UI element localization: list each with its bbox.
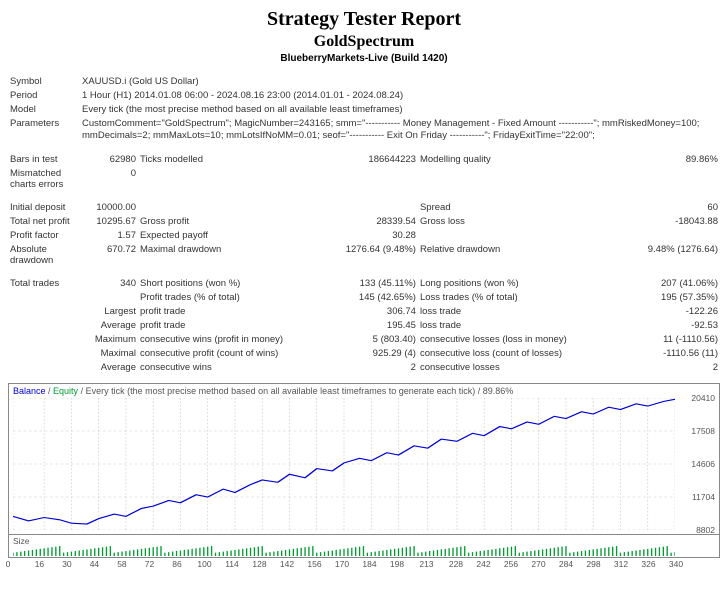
cell-label: Mismatched charts errors <box>8 167 80 192</box>
legend-balance: Balance <box>13 386 46 396</box>
row-profit-trades: Profit trades (% of total) 145 (42.65%) … <box>8 291 720 305</box>
cell-value: 670.72 <box>80 243 138 268</box>
cell-value: 2 <box>620 361 720 375</box>
chart-x-axis: 0163044587286100114128142156170184198213… <box>8 558 676 572</box>
cell-label: Total trades <box>8 277 80 291</box>
row-mismatch: Mismatched charts errors 0 <box>8 167 720 192</box>
report-title: Strategy Tester Report <box>8 8 720 31</box>
row-average: Average profit trade 195.45 loss trade -… <box>8 319 720 333</box>
cell-value: 11 (-1110.56) <box>620 333 720 347</box>
cell-label: Short positions (won %) <box>138 277 340 291</box>
cell-label: Largest <box>80 305 138 319</box>
cell-value: 1276.64 (9.48%) <box>340 243 418 268</box>
cell-value: 0 <box>80 167 138 192</box>
cell-label: Spread <box>418 201 620 215</box>
chart-y-axis: 880211704146061750820410 <box>677 398 717 530</box>
cell-label: Maximal drawdown <box>138 243 340 268</box>
cell-value: 195 (57.35%) <box>620 291 720 305</box>
cell-label: Profit factor <box>8 229 80 243</box>
row-profitfactor: Profit factor 1.57 Expected payoff 30.28 <box>8 229 720 243</box>
cell-value: 89.86% <box>620 153 720 167</box>
cell-label: Maximal <box>80 347 138 361</box>
cell-label: Gross profit <box>138 215 340 229</box>
cell-value: 1.57 <box>80 229 138 243</box>
cell-label: consecutive losses <box>418 361 620 375</box>
cell-label: profit trade <box>138 319 340 333</box>
cell-label: consecutive profit (count of wins) <box>138 347 340 361</box>
cell-value: 10000.00 <box>80 201 138 215</box>
cell-value: -122.26 <box>620 305 720 319</box>
balance-equity-chart: Balance / Equity / Every tick (the most … <box>8 383 720 535</box>
row-largest: Largest profit trade 306.74 loss trade -… <box>8 305 720 319</box>
parameters-table: Symbol XAUUSD.i (Gold US Dollar) Period … <box>8 74 720 375</box>
row-totaltrades: Total trades 340 Short positions (won %)… <box>8 277 720 291</box>
cell-value: 195.45 <box>340 319 418 333</box>
cell-value: 186644223 <box>340 153 418 167</box>
period-label: Period <box>8 88 80 102</box>
row-avg-consec: Average consecutive wins 2 consecutive l… <box>8 361 720 375</box>
cell-label: Average <box>80 319 138 333</box>
cell-label: Loss trades (% of total) <box>418 291 620 305</box>
cell-label: Gross loss <box>418 215 620 229</box>
cell-label: consecutive wins <box>138 361 340 375</box>
cell-label: profit trade <box>138 305 340 319</box>
row-netprofit: Total net profit 10295.67 Gross profit 2… <box>8 215 720 229</box>
cell-value: -92.53 <box>620 319 720 333</box>
cell-label: Average <box>80 361 138 375</box>
cell-value: 145 (42.65%) <box>340 291 418 305</box>
cell-label: Relative drawdown <box>418 243 620 268</box>
row-max-consec-wins: Maximum consecutive wins (profit in mone… <box>8 333 720 347</box>
cell-value: 30.28 <box>340 229 418 243</box>
cell-label: consecutive loss (count of losses) <box>418 347 620 361</box>
cell-label: Total net profit <box>8 215 80 229</box>
row-drawdown: Absolute drawdown 670.72 Maximal drawdow… <box>8 243 720 268</box>
cell-label: Long positions (won %) <box>418 277 620 291</box>
cell-value: 2 <box>340 361 418 375</box>
cell-label: loss trade <box>418 305 620 319</box>
cell-label: Initial deposit <box>8 201 80 215</box>
legend-equity: Equity <box>53 386 78 396</box>
cell-value: 5 (803.40) <box>340 333 418 347</box>
row-deposit: Initial deposit 10000.00 Spread 60 <box>8 201 720 215</box>
cell-value: 340 <box>80 277 138 291</box>
cell-value: -1110.56 (11) <box>620 347 720 361</box>
legend-suffix: / Every tick (the most precise method ba… <box>78 386 513 396</box>
row-maximal-consec: Maximal consecutive profit (count of win… <box>8 347 720 361</box>
symbol-label: Symbol <box>8 74 80 88</box>
cell-label: Ticks modelled <box>138 153 340 167</box>
cell-label: consecutive wins (profit in money) <box>138 333 340 347</box>
chart-legend: Balance / Equity / Every tick (the most … <box>13 386 513 396</box>
cell-value: 133 (45.11%) <box>340 277 418 291</box>
cell-label: consecutive losses (loss in money) <box>418 333 620 347</box>
report-header: Strategy Tester Report GoldSpectrum Blue… <box>8 8 720 64</box>
cell-value: 60 <box>620 201 720 215</box>
cell-label: Bars in test <box>8 153 80 167</box>
strategy-name: GoldSpectrum <box>8 33 720 51</box>
symbol-value: XAUUSD.i (Gold US Dollar) <box>80 74 720 88</box>
cell-value: 9.48% (1276.64) <box>620 243 720 268</box>
cell-value: 306.74 <box>340 305 418 319</box>
cell-value: 925.29 (4) <box>340 347 418 361</box>
cell-value: 62980 <box>80 153 138 167</box>
size-chart: Size <box>8 535 720 558</box>
cell-value: -18043.88 <box>620 215 720 229</box>
row-bars: Bars in test 62980 Ticks modelled 186644… <box>8 153 720 167</box>
cell-label: Absolute drawdown <box>8 243 80 268</box>
model-label: Model <box>8 102 80 116</box>
params-value: CustomComment="GoldSpectrum"; MagicNumbe… <box>80 116 720 144</box>
cell-value: 207 (41.06%) <box>620 277 720 291</box>
model-value: Every tick (the most precise method base… <box>80 102 720 116</box>
account-line: BlueberryMarkets-Live (Build 1420) <box>8 53 720 64</box>
cell-label: Expected payoff <box>138 229 340 243</box>
cell-value: 10295.67 <box>80 215 138 229</box>
cell-label: loss trade <box>418 319 620 333</box>
cell-label: Modelling quality <box>418 153 620 167</box>
params-label: Parameters <box>8 116 80 144</box>
cell-value: 28339.54 <box>340 215 418 229</box>
chart-plot-area <box>13 398 675 530</box>
period-value: 1 Hour (H1) 2014.01.08 06:00 - 2024.08.1… <box>80 88 720 102</box>
cell-label: Profit trades (% of total) <box>138 291 340 305</box>
cell-label: Maximum <box>80 333 138 347</box>
